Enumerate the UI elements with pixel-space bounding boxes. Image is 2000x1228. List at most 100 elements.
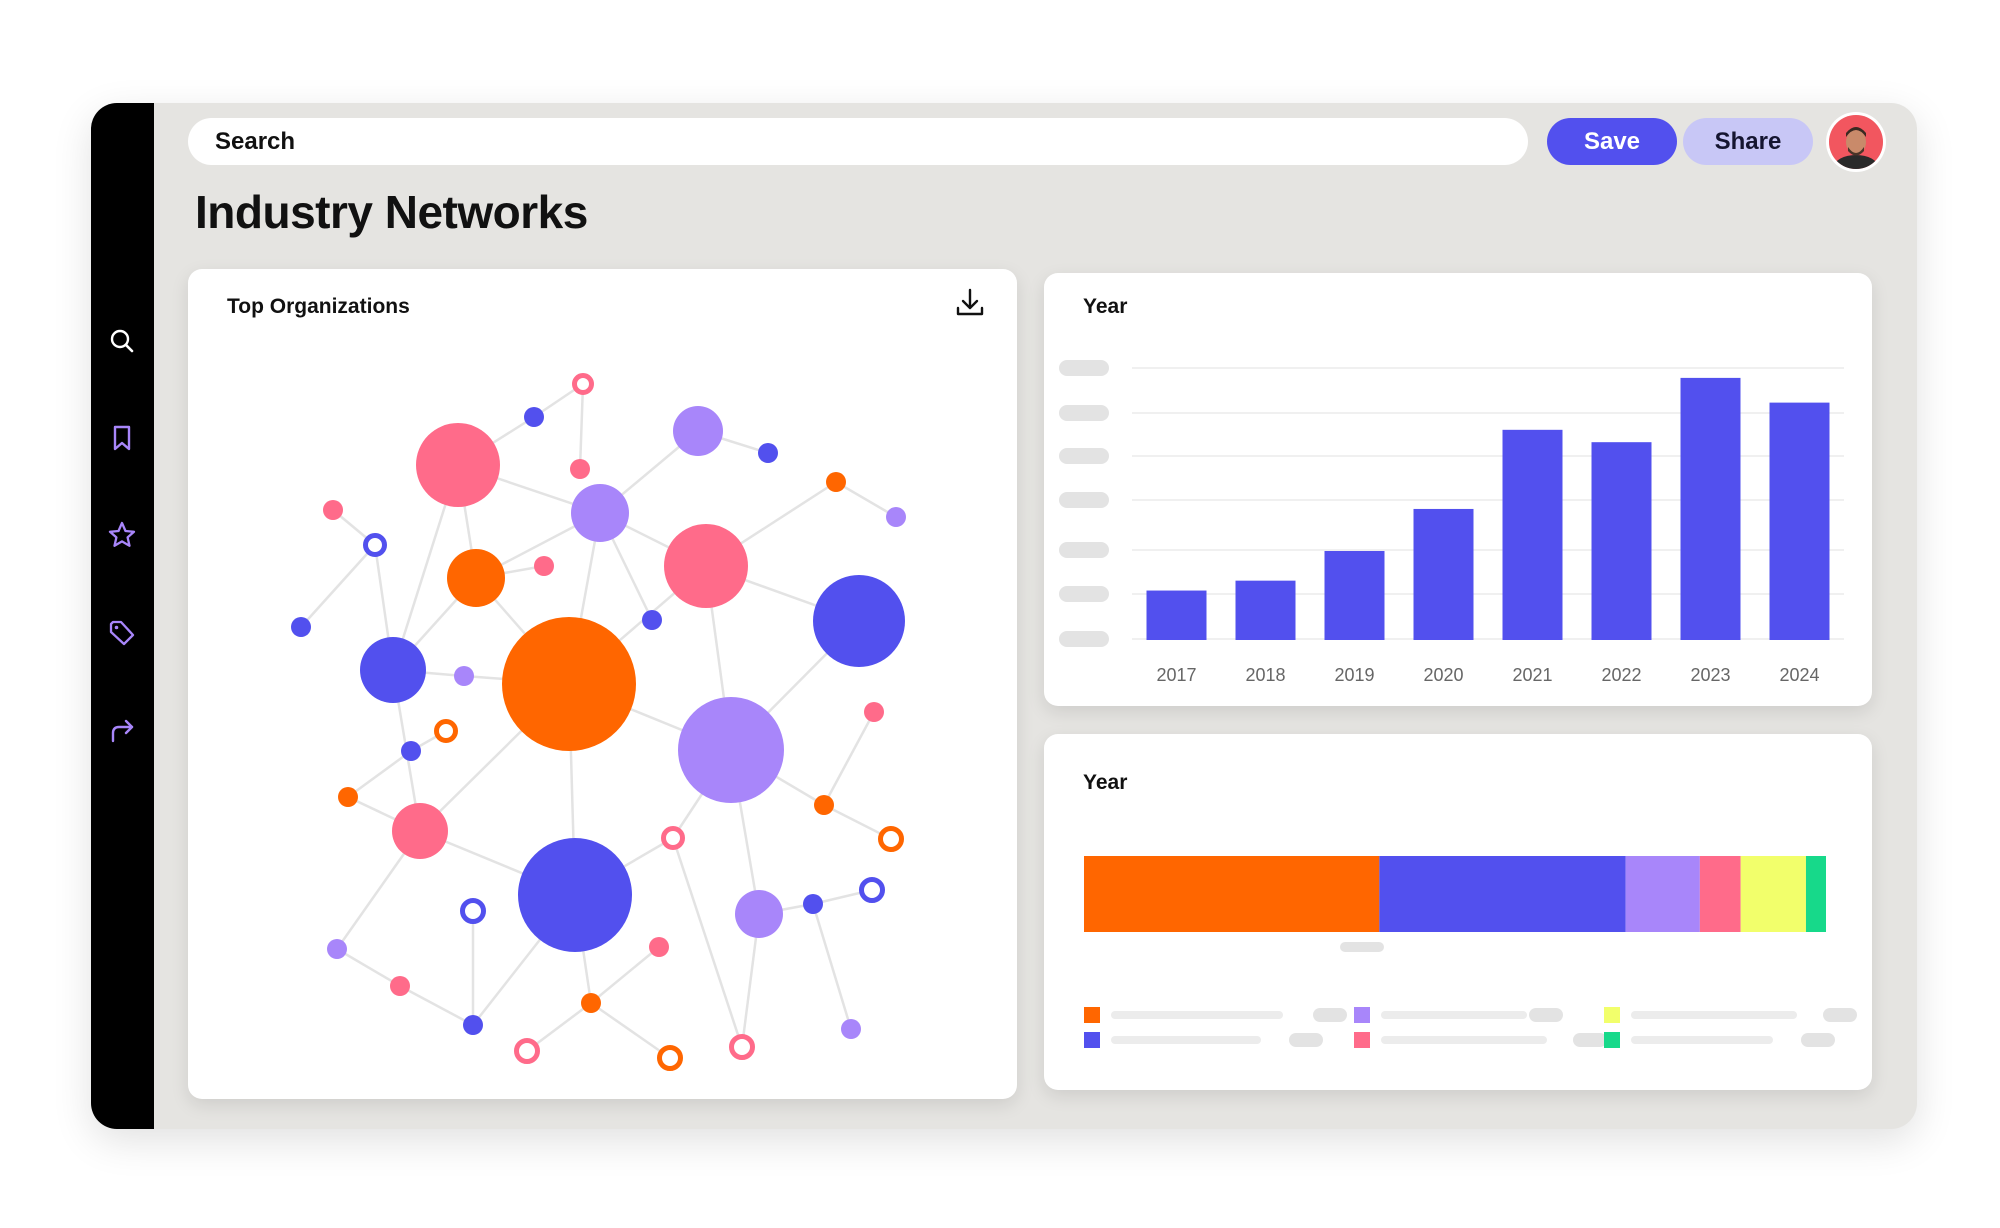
bookmark-icon[interactable] — [105, 421, 139, 455]
x-tick-label: 2024 — [1779, 665, 1819, 685]
y-tick-label-placeholder — [1059, 586, 1109, 602]
network-edge — [671, 837, 744, 1048]
bar-chart-card: Year 2017 2018 2019 2020 2021 2022 2023 2024 — [1044, 273, 1872, 706]
network-node — [363, 533, 387, 557]
y-tick-label-placeholder — [1059, 631, 1109, 647]
network-edge — [835, 480, 897, 519]
network-node — [657, 1045, 683, 1071]
network-card-title: Top Organizations — [227, 295, 410, 318]
network-edge — [300, 544, 376, 628]
search-input[interactable]: Search — [188, 118, 1528, 165]
app-window: Search Save Share Industry Networks Top … — [91, 103, 1917, 1129]
stacked-segment — [1625, 856, 1700, 932]
network-edge — [347, 749, 412, 799]
network-edge — [822, 711, 876, 806]
network-node — [524, 407, 544, 427]
network-edge — [526, 1002, 592, 1052]
y-tick-label-placeholder — [1059, 405, 1109, 421]
stacked-segment — [1805, 856, 1826, 932]
bar — [1235, 580, 1296, 640]
network-edge — [399, 984, 474, 1027]
axis-label-placeholder — [1340, 942, 1384, 952]
legend-swatch — [1354, 1007, 1370, 1023]
network-node — [502, 617, 636, 751]
y-tick-label-placeholder — [1059, 360, 1109, 376]
network-node — [813, 575, 905, 667]
network-node — [518, 838, 632, 952]
legend-value-placeholder — [1823, 1008, 1857, 1022]
network-graph — [291, 373, 906, 1071]
legend-swatch — [1084, 1032, 1100, 1048]
network-node — [338, 787, 358, 807]
network-node — [534, 556, 554, 576]
network-node — [454, 666, 474, 686]
star-icon[interactable] — [105, 518, 139, 552]
network-node — [649, 937, 669, 957]
search-icon[interactable] — [105, 324, 139, 358]
network-edge — [811, 903, 853, 1030]
network-node — [434, 719, 458, 743]
network-node — [401, 741, 421, 761]
network-node — [447, 549, 505, 607]
stacked-segment — [1084, 856, 1380, 932]
network-node — [463, 1015, 483, 1035]
network-node — [678, 697, 784, 803]
stacked-segment — [1699, 856, 1741, 932]
stacked-chart-title: Year — [1083, 771, 1128, 794]
network-node — [570, 459, 590, 479]
legend-label-placeholder — [1631, 1036, 1773, 1044]
bar — [1413, 508, 1474, 640]
page-title: Industry Networks — [195, 186, 588, 238]
network-node — [291, 617, 311, 637]
save-button[interactable]: Save — [1547, 118, 1677, 165]
bar — [1146, 590, 1207, 640]
legend-swatch — [1084, 1007, 1100, 1023]
legend-value-placeholder — [1573, 1033, 1607, 1047]
stacked-chart-card: Year — [1044, 734, 1872, 1090]
network-node — [360, 637, 426, 703]
sidebar — [91, 103, 154, 1129]
y-tick-label-placeholder — [1059, 492, 1109, 508]
legend-value-placeholder — [1289, 1033, 1323, 1047]
avatar[interactable] — [1829, 115, 1883, 169]
network-node — [814, 795, 834, 815]
x-tick-label: 2020 — [1423, 665, 1463, 685]
network-node — [664, 524, 748, 608]
bar-chart: 2017 2018 2019 2020 2021 2022 2023 2024 — [1059, 360, 1844, 685]
legend-label-placeholder — [1381, 1036, 1547, 1044]
stacked-segment — [1379, 856, 1626, 932]
network-edge — [590, 1001, 671, 1060]
network-node — [327, 939, 347, 959]
network-node — [572, 373, 594, 395]
legend-label-placeholder — [1631, 1011, 1797, 1019]
network-node — [323, 500, 343, 520]
stacked-bar-chart — [1084, 856, 1857, 1048]
network-node — [735, 890, 783, 938]
tag-icon[interactable] — [105, 616, 139, 650]
legend-swatch — [1354, 1032, 1370, 1048]
share-forward-icon[interactable] — [105, 713, 139, 747]
legend-swatch — [1604, 1032, 1620, 1048]
share-button[interactable]: Share — [1683, 118, 1813, 165]
bar — [1324, 550, 1385, 640]
x-tick-label: 2021 — [1512, 665, 1552, 685]
network-node — [864, 702, 884, 722]
legend-label-placeholder — [1111, 1011, 1283, 1019]
legend-value-placeholder — [1529, 1008, 1563, 1022]
network-node — [803, 894, 823, 914]
legend-value-placeholder — [1801, 1033, 1835, 1047]
legend-label-placeholder — [1381, 1011, 1527, 1019]
x-tick-label: 2023 — [1690, 665, 1730, 685]
x-tick-label: 2019 — [1334, 665, 1374, 685]
network-card: Top Organizations — [188, 269, 1017, 1099]
network-node — [642, 610, 662, 630]
network-node — [514, 1038, 540, 1064]
y-tick-label-placeholder — [1059, 542, 1109, 558]
network-node — [673, 406, 723, 456]
network-nodes — [291, 373, 906, 1071]
download-icon[interactable] — [953, 286, 987, 320]
network-node — [878, 826, 904, 852]
legend-label-placeholder — [1111, 1036, 1261, 1044]
network-node — [390, 976, 410, 996]
network-node — [581, 993, 601, 1013]
